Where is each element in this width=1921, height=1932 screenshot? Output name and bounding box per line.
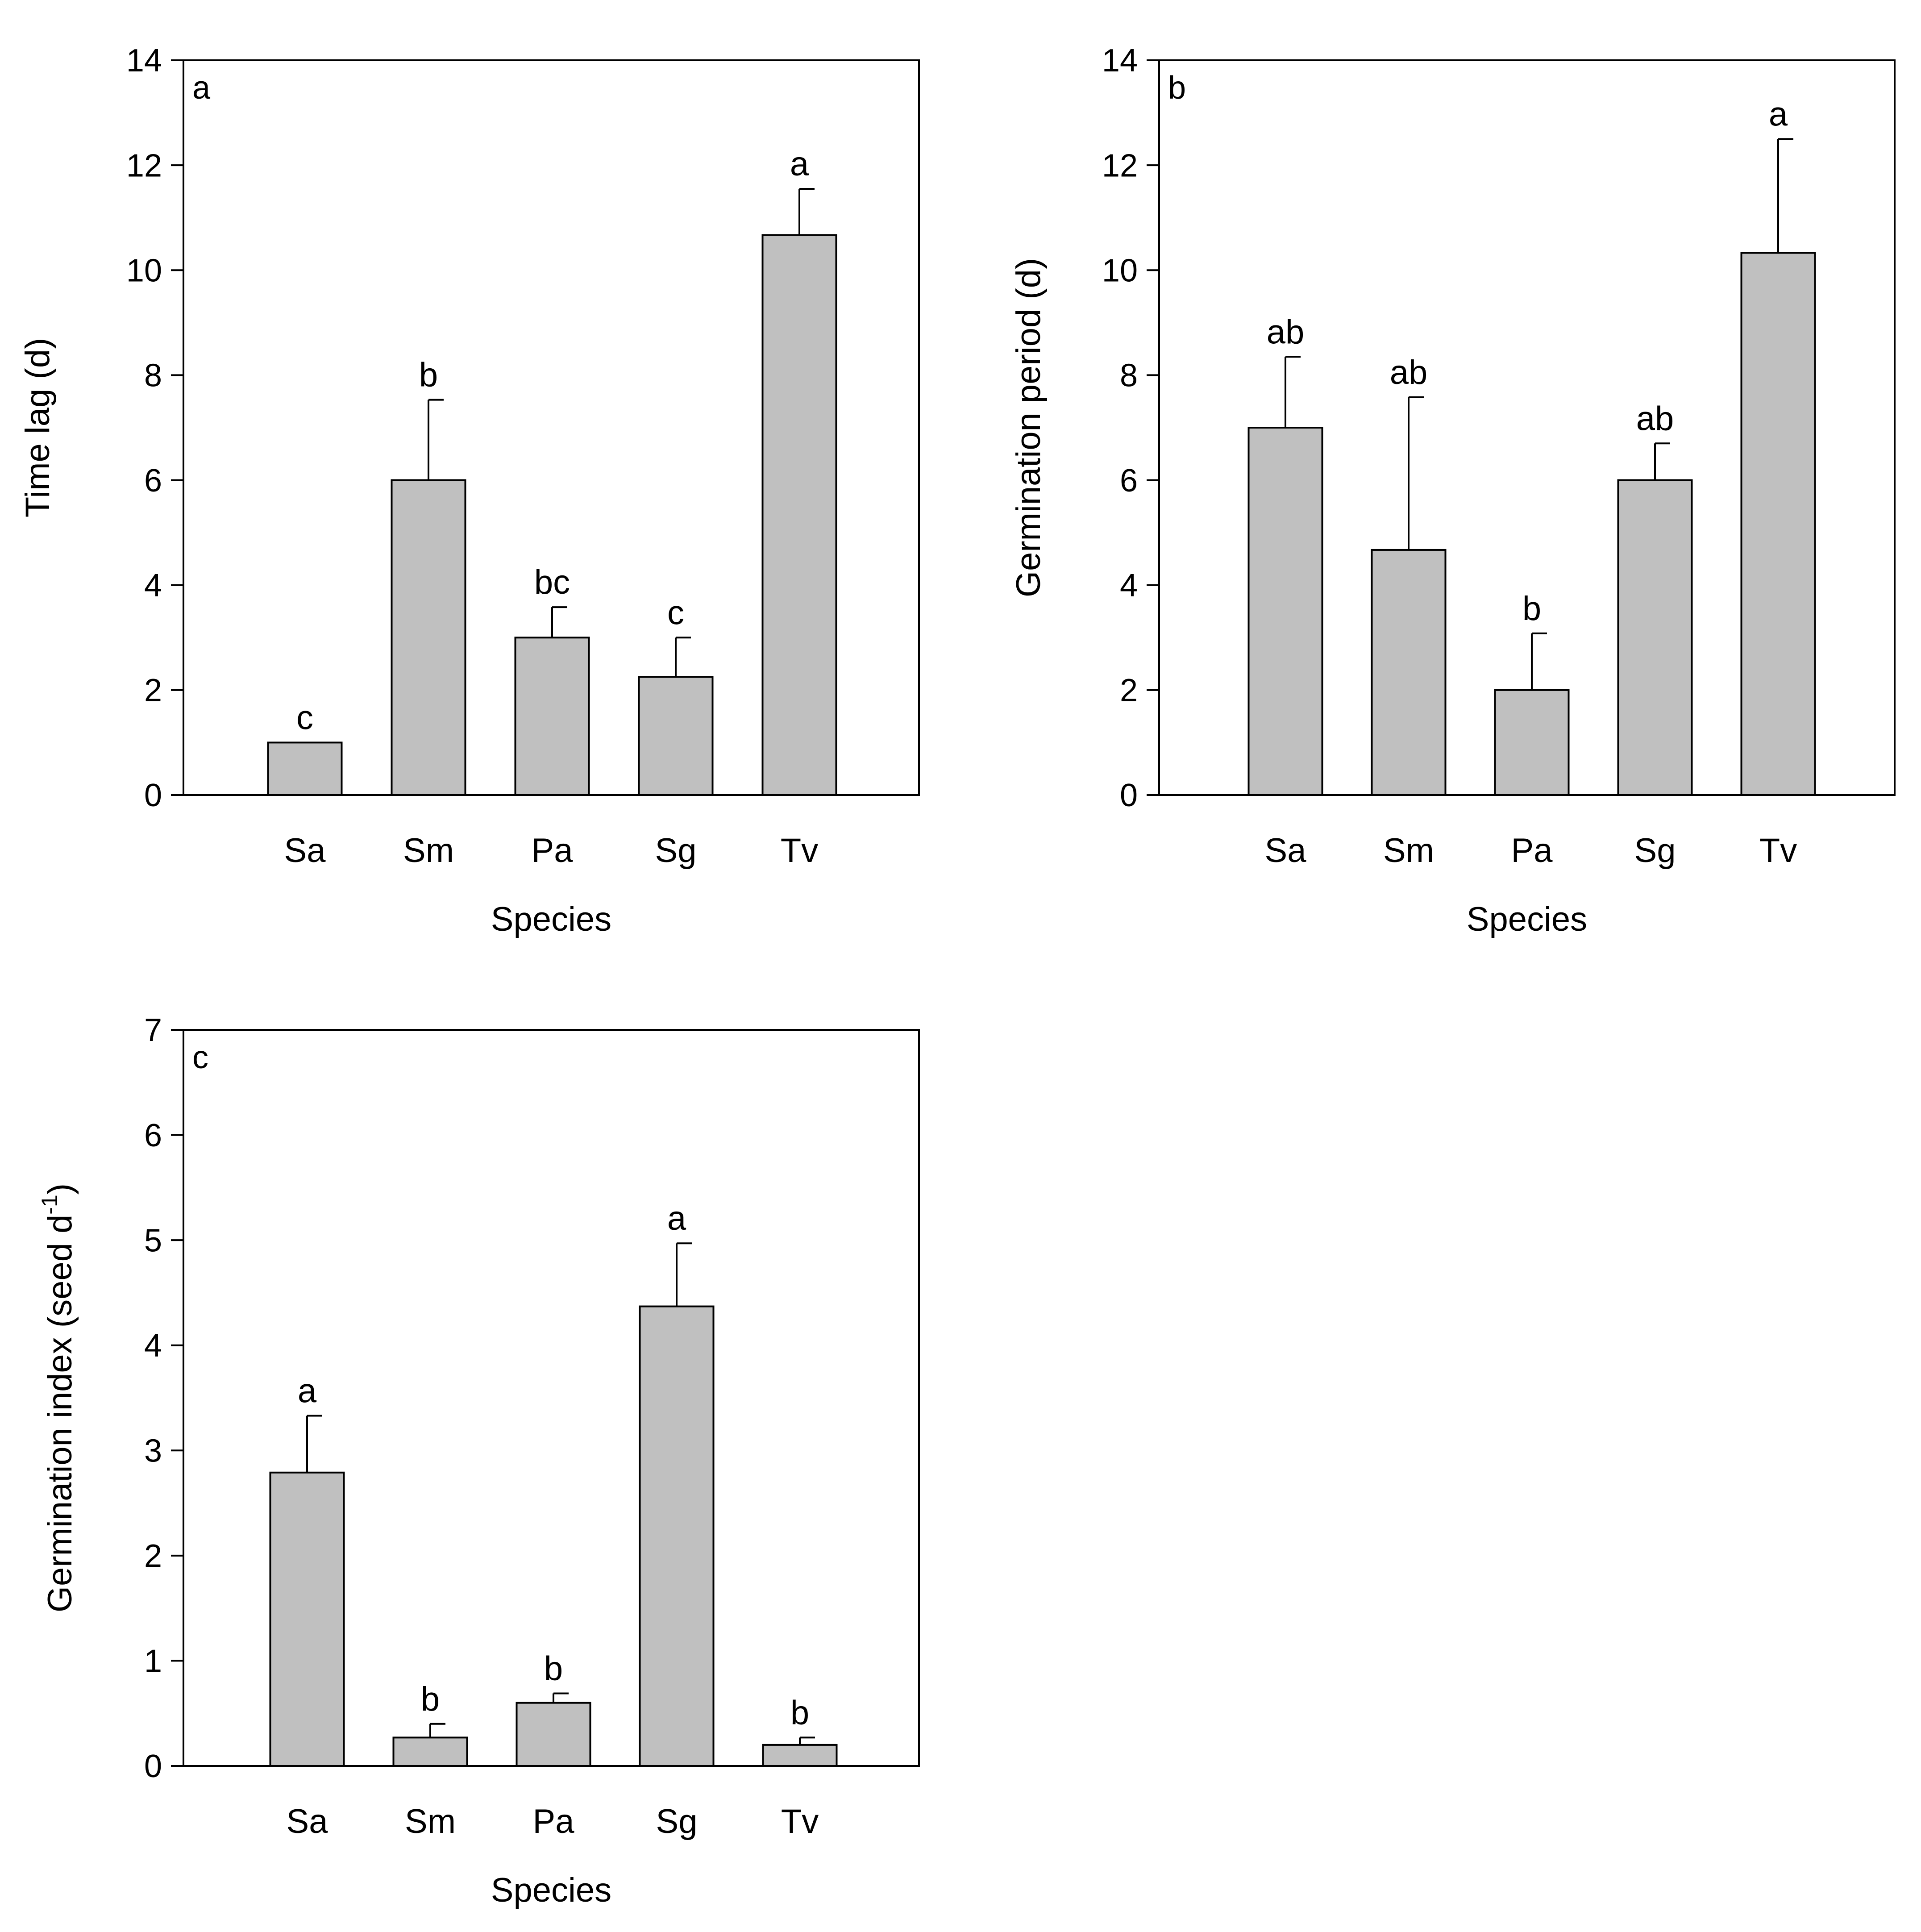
bar-pa bbox=[1494, 689, 1570, 796]
panel-letter: c bbox=[192, 1040, 208, 1075]
x-tick-label-sm: Sm bbox=[403, 832, 454, 870]
panel-letter: b bbox=[1168, 70, 1186, 106]
significance-label-sm: ab bbox=[1390, 354, 1428, 391]
panel-a: 0 2 4 6 8 10 12 14 c Sa b Sm bc Pa c Sg a Tv a Species Time … bbox=[19, 43, 920, 938]
y-tick-label: 2 bbox=[1120, 673, 1138, 708]
significance-label-pa: b bbox=[1522, 590, 1541, 628]
y-tick-label: 10 bbox=[1102, 253, 1138, 288]
y-tick-label: 0 bbox=[144, 778, 162, 813]
x-tick-label-pa: Pa bbox=[1511, 832, 1553, 870]
y-tick-label: 4 bbox=[144, 568, 162, 604]
y-tick-label: 10 bbox=[126, 253, 162, 288]
y-axis-title-superscript: -1 bbox=[37, 1195, 62, 1214]
significance-label-pa: bc bbox=[534, 563, 570, 601]
x-axis-title: Species bbox=[1467, 900, 1587, 938]
bar-sa bbox=[1247, 427, 1323, 796]
y-tick-label: 2 bbox=[144, 1538, 162, 1574]
y-tick-label: 12 bbox=[126, 148, 162, 183]
y-tick-label: 0 bbox=[144, 1749, 162, 1784]
bar-tv bbox=[762, 1744, 838, 1767]
y-axis-title: Germination index (seed d-1) bbox=[37, 1183, 79, 1612]
bar-pa bbox=[514, 637, 590, 796]
x-tick-label-sa: Sa bbox=[1265, 832, 1307, 870]
y-tick-label: 1 bbox=[144, 1644, 162, 1679]
y-tick-label: 8 bbox=[1120, 358, 1138, 394]
bar-sm bbox=[392, 1736, 468, 1767]
significance-label-sm: b bbox=[421, 1680, 440, 1718]
y-tick-label: 4 bbox=[1120, 568, 1138, 604]
panel-letter: a bbox=[192, 70, 211, 106]
significance-label-sm: b bbox=[419, 356, 438, 394]
x-tick-label-pa: Pa bbox=[533, 1803, 575, 1840]
y-tick-label: 12 bbox=[1102, 148, 1138, 183]
x-tick-label-tv: Tv bbox=[781, 1803, 819, 1840]
y-tick-label: 0 bbox=[1120, 778, 1138, 813]
x-tick-label-pa: Pa bbox=[532, 832, 574, 870]
y-tick-label: 14 bbox=[126, 43, 162, 79]
significance-label-tv: b bbox=[790, 1694, 809, 1732]
significance-label-pa: b bbox=[544, 1649, 563, 1687]
y-axis-title-text: Germination period (d) bbox=[1010, 258, 1048, 597]
panel-c: 0 1 2 3 4 5 6 7 a Sa b Sm b Pa a Sg b Tv c Species Germinati… bbox=[37, 1012, 920, 1909]
significance-label-sa: ab bbox=[1267, 313, 1305, 351]
y-tick-label: 14 bbox=[1102, 43, 1138, 79]
x-tick-label-sg: Sg bbox=[1634, 832, 1676, 870]
bar-sg bbox=[638, 676, 714, 796]
x-tick-label-tv: Tv bbox=[781, 832, 818, 870]
significance-label-sa: c bbox=[296, 699, 313, 737]
bar-pa bbox=[516, 1702, 591, 1767]
y-axis-title-suffix: ) bbox=[41, 1183, 79, 1195]
y-axis-title-text: Time lag (d) bbox=[19, 338, 57, 518]
bar-sg bbox=[1617, 479, 1693, 796]
x-tick-label-sg: Sg bbox=[655, 832, 697, 870]
significance-label-sg: a bbox=[667, 1199, 686, 1237]
bar-sm bbox=[1371, 549, 1447, 796]
bar-sa bbox=[267, 741, 343, 796]
x-tick-label-sa: Sa bbox=[284, 832, 326, 870]
bar-tv bbox=[1740, 252, 1816, 796]
significance-label-sa: a bbox=[298, 1372, 317, 1410]
y-tick-label: 7 bbox=[144, 1012, 162, 1048]
x-tick-label-sg: Sg bbox=[656, 1803, 698, 1840]
y-axis-title: Time lag (d) bbox=[19, 338, 57, 518]
x-tick-label-sa: Sa bbox=[287, 1803, 328, 1840]
y-tick-label: 6 bbox=[1120, 463, 1138, 499]
panel-b: 0 2 4 6 8 10 12 14 ab Sa ab Sm b Pa ab Sg a Tv b Species Ger… bbox=[1010, 43, 1896, 938]
y-tick-label: 2 bbox=[144, 673, 162, 708]
y-tick-label: 6 bbox=[144, 463, 162, 499]
x-tick-label-sm: Sm bbox=[405, 1803, 456, 1840]
x-axis-title: Species bbox=[491, 1871, 611, 1909]
bar-tv bbox=[761, 234, 837, 796]
y-tick-label: 6 bbox=[144, 1118, 162, 1153]
y-tick-label: 4 bbox=[144, 1328, 162, 1364]
bar-sa bbox=[269, 1471, 345, 1767]
x-tick-label-tv: Tv bbox=[1759, 832, 1797, 870]
significance-label-tv: a bbox=[790, 145, 809, 183]
bar-sg bbox=[639, 1305, 715, 1767]
x-tick-label-sm: Sm bbox=[1383, 832, 1434, 870]
y-tick-label: 5 bbox=[144, 1223, 162, 1258]
significance-label-tv: a bbox=[1769, 95, 1788, 133]
x-axis-title: Species bbox=[491, 900, 611, 938]
y-tick-label: 8 bbox=[144, 358, 162, 394]
y-axis-title-text: Germination index (seed d bbox=[41, 1215, 79, 1612]
significance-label-sg: ab bbox=[1636, 400, 1674, 437]
y-tick-label: 3 bbox=[144, 1433, 162, 1469]
bar-sm bbox=[391, 479, 466, 796]
significance-label-sg: c bbox=[667, 594, 684, 632]
y-axis-title: Germination period (d) bbox=[1010, 258, 1048, 597]
